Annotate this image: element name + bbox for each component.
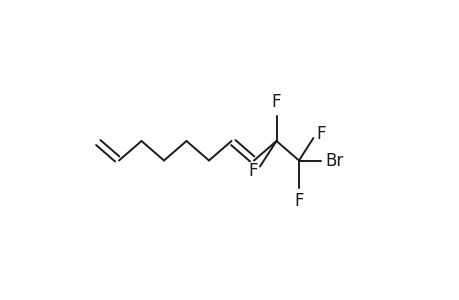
Text: F: F	[315, 125, 325, 143]
Text: F: F	[247, 161, 257, 179]
Text: Br: Br	[325, 152, 343, 169]
Text: F: F	[294, 192, 303, 210]
Text: F: F	[271, 93, 280, 111]
